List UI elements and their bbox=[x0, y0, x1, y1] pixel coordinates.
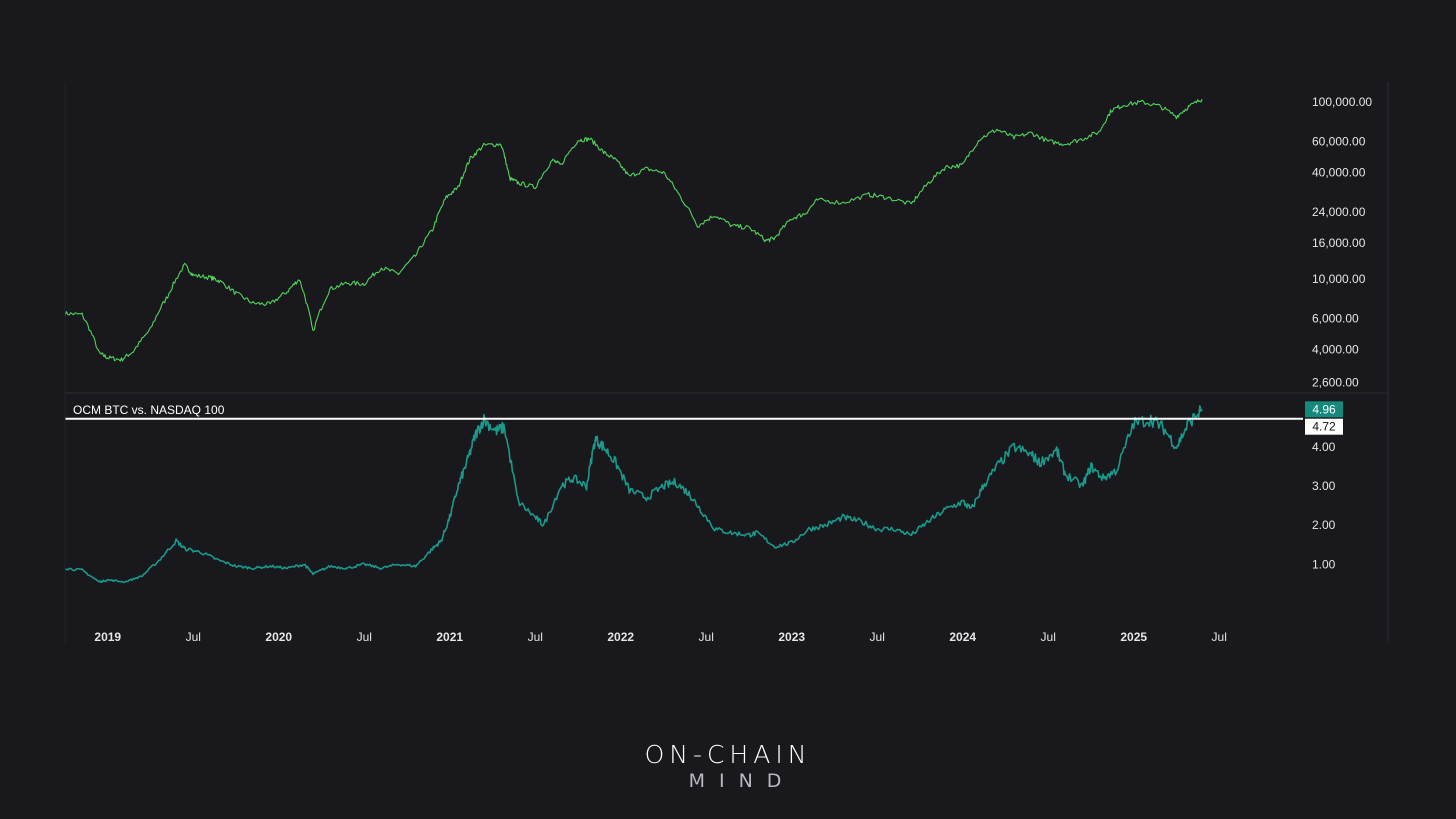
x-tick-label: 2021 bbox=[436, 630, 463, 644]
btc-price-tick-label: 24,000.00 bbox=[1312, 205, 1366, 219]
x-tick-label: Jul bbox=[357, 630, 372, 644]
ratio-tick-label: 3.00 bbox=[1312, 479, 1336, 493]
current-value-badge bbox=[1305, 401, 1343, 418]
btc-price-tick-label: 60,000.00 bbox=[1312, 134, 1366, 148]
btc-price-tick-label: 4,000.00 bbox=[1312, 342, 1359, 356]
btc-price-panel: 100,000.00 60,000.00 40,000.00 24,000.00 16,… bbox=[64, 95, 1372, 390]
reference-value-badge bbox=[1305, 418, 1343, 435]
x-tick-label: Jul bbox=[699, 630, 714, 644]
current-value-label: 4.96 bbox=[1312, 402, 1336, 416]
x-tick-label: Jul bbox=[528, 630, 543, 644]
x-tick-label: 2019 bbox=[94, 630, 121, 644]
ratio-panel-title: OCM BTC vs. NASDAQ 100 bbox=[73, 403, 225, 417]
x-tick-label: Jul bbox=[870, 630, 885, 644]
ratio-tick-label: 2.00 bbox=[1312, 518, 1336, 532]
btc-price-tick-label: 16,000.00 bbox=[1312, 236, 1366, 250]
x-tick-label: Jul bbox=[1212, 630, 1227, 644]
btc-price-tick-label: 6,000.00 bbox=[1312, 311, 1359, 325]
x-tick-label: Jul bbox=[186, 630, 201, 644]
btc-price-tick-label: 10,000.00 bbox=[1312, 272, 1366, 286]
btc-price-tick-label: 40,000.00 bbox=[1312, 166, 1366, 180]
x-tick-label: 2020 bbox=[265, 630, 292, 644]
reference-value-label: 4.72 bbox=[1312, 420, 1336, 434]
btc-price-series-line bbox=[64, 98, 1203, 362]
ratio-series-line bbox=[64, 405, 1203, 584]
brand-logo-line2: MIND bbox=[688, 770, 796, 792]
x-tick-label: 2024 bbox=[949, 630, 976, 644]
btc-vs-nasdaq-panel: OCM BTC vs. NASDAQ 100 4.00 3.00 2.00 1.00 4.… bbox=[64, 401, 1343, 584]
x-tick-label: 2025 bbox=[1120, 630, 1147, 644]
btc-price-tick-label: 100,000.00 bbox=[1312, 95, 1372, 109]
x-axis: 2019 Jul 2020 Jul 2021 Jul 2022 Jul 2023 Jul 2024 J… bbox=[94, 630, 1226, 644]
x-tick-label: 2022 bbox=[607, 630, 634, 644]
x-tick-label: Jul bbox=[1041, 630, 1056, 644]
ratio-tick-label: 1.00 bbox=[1312, 557, 1336, 571]
btc-price-tick-label: 2,600.00 bbox=[1312, 376, 1359, 390]
brand-logo-line1: ON-CHAIN bbox=[644, 740, 812, 769]
ratio-tick-label: 4.00 bbox=[1312, 440, 1336, 454]
x-tick-label: 2023 bbox=[778, 630, 805, 644]
